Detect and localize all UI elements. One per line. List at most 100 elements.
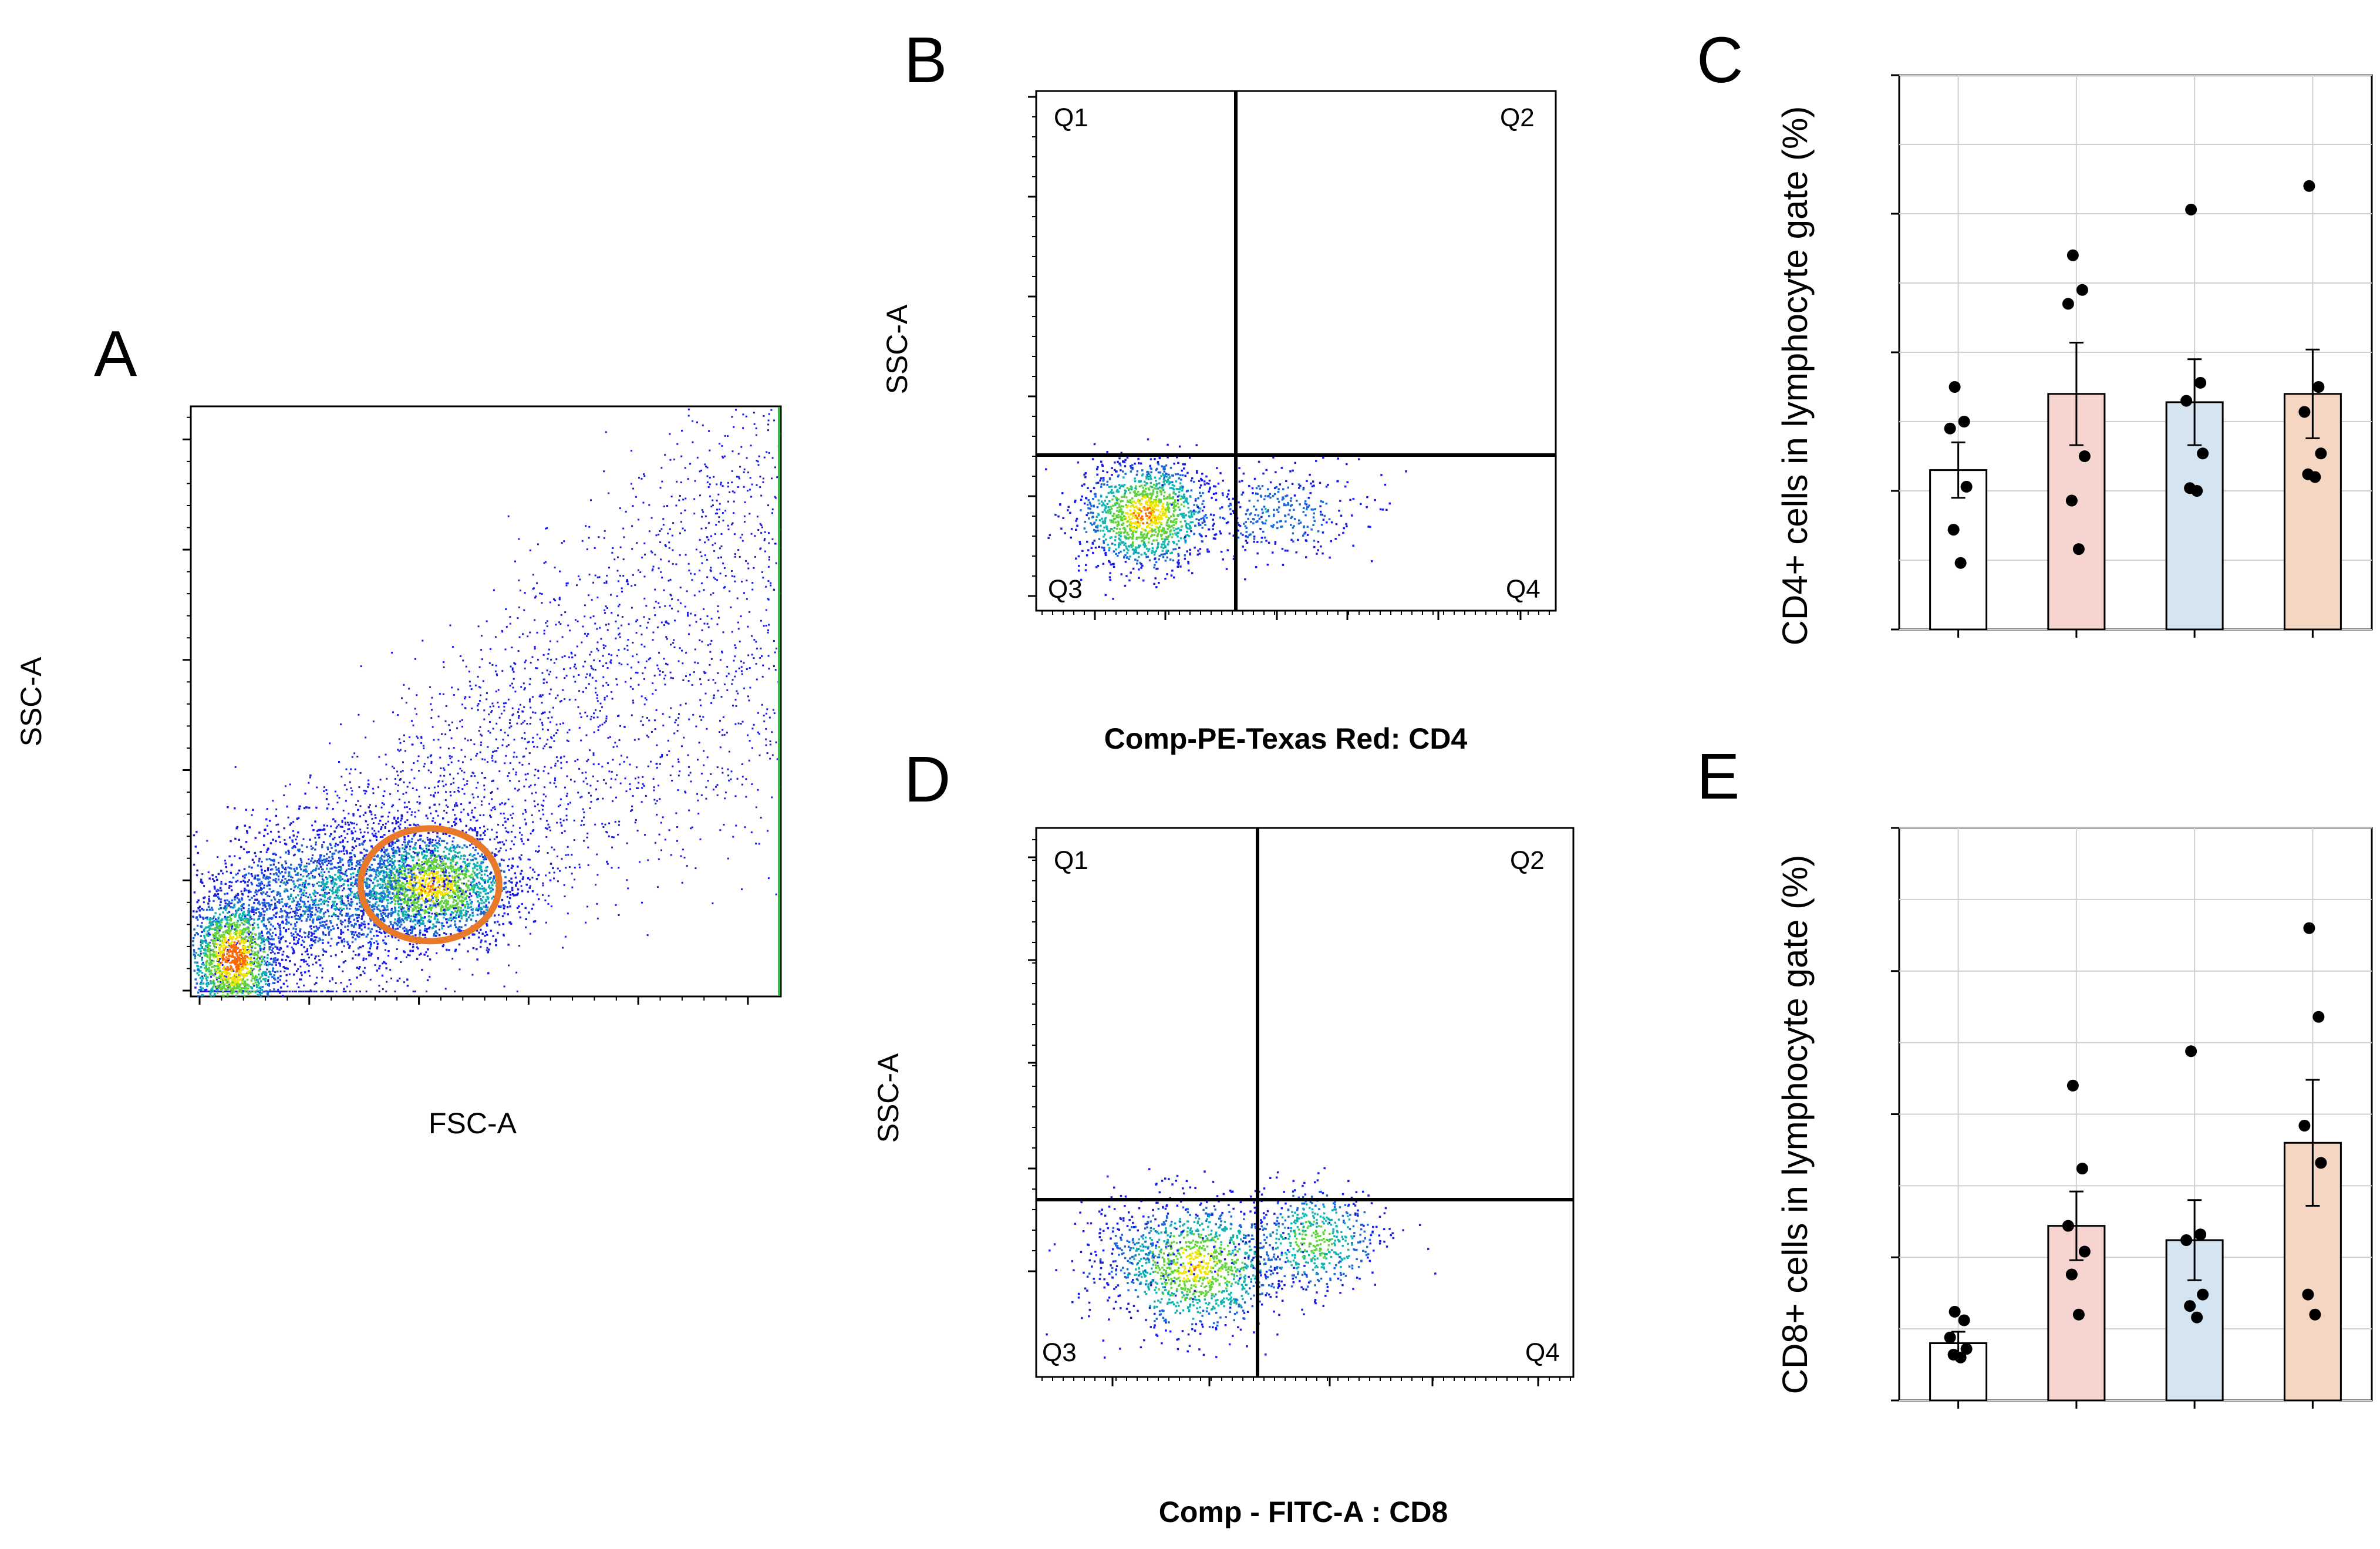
event-dot bbox=[217, 988, 219, 991]
event-dot bbox=[342, 931, 345, 934]
event-dot bbox=[717, 521, 720, 523]
event-dot bbox=[358, 908, 360, 911]
event-dot bbox=[447, 925, 450, 928]
event-dot bbox=[470, 819, 472, 821]
event-dot bbox=[443, 878, 446, 881]
event-dot bbox=[574, 878, 576, 881]
event-dot bbox=[529, 885, 531, 887]
event-dot bbox=[431, 888, 434, 891]
event-dot bbox=[290, 907, 292, 910]
event-dot bbox=[435, 871, 437, 873]
event-dot bbox=[439, 887, 441, 890]
event-dot bbox=[403, 921, 405, 924]
event-dot bbox=[537, 543, 539, 545]
event-dot bbox=[758, 733, 760, 735]
event-dot bbox=[464, 696, 467, 698]
event-dot bbox=[611, 691, 612, 693]
event-dot bbox=[734, 555, 736, 558]
event-dot bbox=[301, 936, 303, 938]
event-dot bbox=[470, 739, 472, 741]
event-dot bbox=[702, 425, 704, 426]
event-dot bbox=[679, 770, 681, 773]
event-dot bbox=[460, 749, 463, 751]
event-dot bbox=[440, 867, 443, 870]
event-dot bbox=[740, 615, 742, 618]
event-dot bbox=[477, 894, 479, 897]
event-dot bbox=[656, 886, 659, 888]
event-dot bbox=[427, 769, 430, 772]
event-dot bbox=[352, 839, 354, 841]
event-dot bbox=[509, 894, 512, 896]
event-dot bbox=[264, 870, 266, 872]
event-dot bbox=[531, 830, 534, 832]
event-dot bbox=[407, 841, 409, 844]
event-dot bbox=[582, 625, 584, 628]
event-dot bbox=[488, 713, 490, 716]
event-dot bbox=[529, 549, 531, 551]
event-dot bbox=[288, 991, 291, 992]
event-dot bbox=[352, 876, 355, 878]
event-dot bbox=[277, 991, 279, 992]
event-dot bbox=[253, 985, 255, 987]
event-dot bbox=[397, 898, 400, 901]
event-dot bbox=[490, 881, 493, 884]
event-dot bbox=[313, 991, 315, 992]
event-dot bbox=[664, 544, 666, 546]
event-dot bbox=[695, 621, 697, 623]
event-dot bbox=[722, 485, 724, 487]
event-dot bbox=[266, 808, 268, 810]
event-dot bbox=[452, 837, 455, 839]
event-dot bbox=[390, 977, 393, 979]
event-dot bbox=[404, 846, 407, 848]
event-dot bbox=[559, 870, 561, 872]
event-dot bbox=[244, 985, 247, 988]
event-dot bbox=[375, 895, 377, 898]
event-dot bbox=[547, 653, 550, 655]
event-dot bbox=[731, 679, 734, 681]
event-dot bbox=[399, 823, 402, 826]
event-dot bbox=[616, 556, 619, 558]
event-dot bbox=[583, 840, 585, 842]
event-dot bbox=[690, 612, 692, 615]
event-dot bbox=[389, 793, 392, 795]
event-dot bbox=[665, 636, 668, 638]
event-dot bbox=[469, 685, 471, 687]
event-dot bbox=[487, 892, 490, 894]
event-dot bbox=[536, 746, 538, 748]
event-dot bbox=[481, 658, 483, 661]
event-dot bbox=[475, 755, 477, 757]
event-dot bbox=[478, 931, 480, 934]
event-dot bbox=[465, 864, 467, 867]
panel-letter-a: A bbox=[94, 318, 137, 390]
event-dot bbox=[602, 644, 605, 646]
event-dot bbox=[272, 947, 274, 949]
event-dot bbox=[503, 887, 505, 890]
event-dot bbox=[738, 667, 740, 669]
event-dot bbox=[200, 952, 202, 955]
event-dot bbox=[532, 821, 534, 823]
event-dot bbox=[672, 677, 674, 679]
event-dot bbox=[442, 884, 445, 886]
event-dot bbox=[534, 920, 537, 922]
event-dot bbox=[282, 927, 285, 929]
event-dot bbox=[395, 894, 398, 896]
event-dot bbox=[420, 917, 423, 919]
event-dot bbox=[419, 921, 421, 924]
event-dot bbox=[748, 759, 750, 762]
event-dot bbox=[585, 525, 587, 527]
event-dot bbox=[217, 952, 220, 954]
event-dot bbox=[652, 693, 654, 695]
event-dot bbox=[671, 598, 673, 600]
event-dot bbox=[460, 854, 463, 857]
event-dot bbox=[669, 578, 672, 581]
event-dot bbox=[396, 868, 399, 871]
event-dot bbox=[695, 614, 696, 617]
event-dot bbox=[472, 885, 474, 888]
event-dot bbox=[306, 991, 308, 992]
event-dot bbox=[567, 624, 569, 627]
event-dot bbox=[426, 895, 429, 897]
event-dot bbox=[348, 813, 350, 814]
event-dot bbox=[731, 522, 734, 524]
event-dot bbox=[255, 855, 257, 857]
event-dot bbox=[284, 970, 286, 972]
